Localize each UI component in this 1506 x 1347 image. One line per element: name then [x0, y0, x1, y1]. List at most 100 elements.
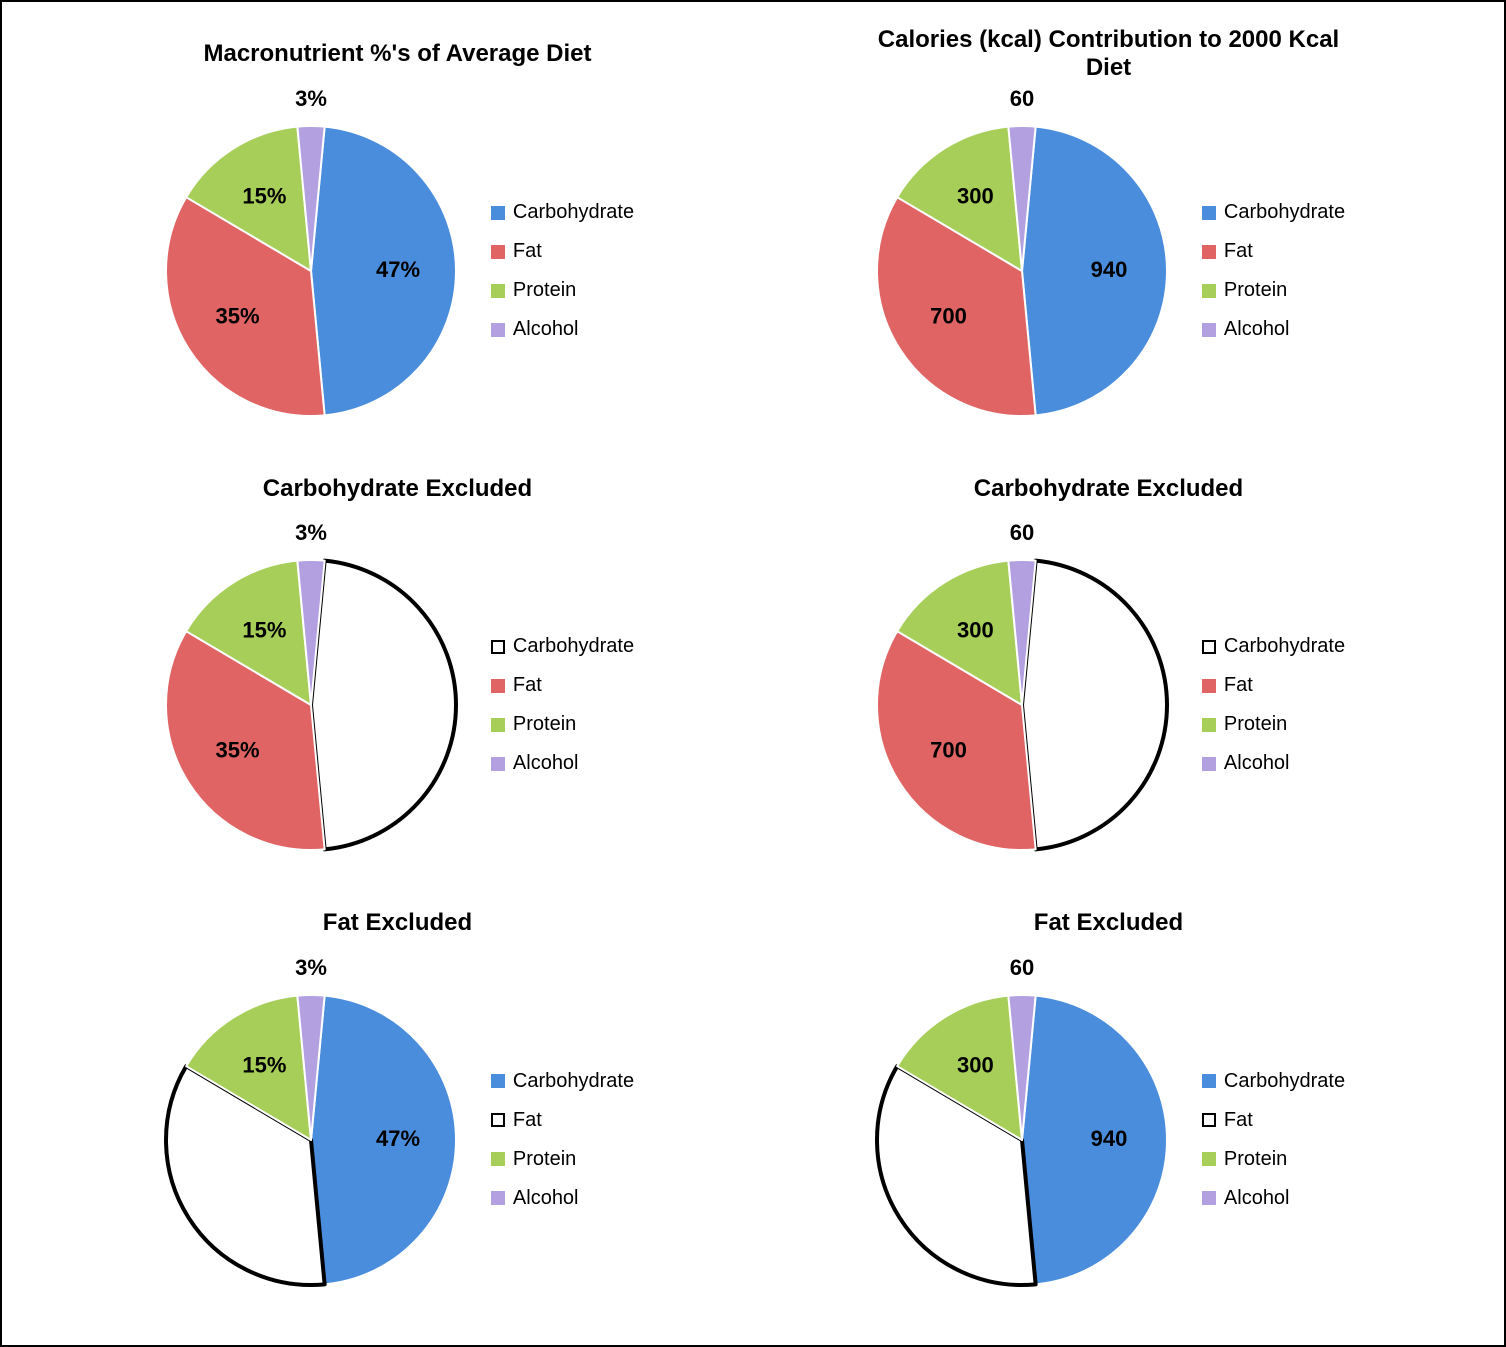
legend-item-protein: Protein — [1202, 1148, 1345, 1171]
pie: 47%15%3% — [161, 990, 461, 1290]
legend-swatch-alcohol — [491, 323, 505, 337]
legend-swatch-carbohydrate — [1202, 640, 1216, 654]
legend-item-carbohydrate: Carbohydrate — [491, 1070, 634, 1093]
slice-label-carbohydrate: 47% — [376, 257, 420, 282]
legend-item-protein: Protein — [1202, 713, 1345, 736]
legend-swatch-fat — [1202, 1113, 1216, 1127]
slice-label-alcohol: 60 — [1010, 520, 1034, 545]
slice-label-alcohol: 60 — [1010, 955, 1034, 980]
chart-title: Calories (kcal) Contribution to 2000 Kca… — [789, 26, 1429, 82]
chart-title: Macronutrient %'s of Average Diet — [78, 26, 718, 82]
legend-swatch-protein — [491, 718, 505, 732]
legend-item-carbohydrate: Carbohydrate — [491, 201, 634, 224]
legend-item-fat: Fat — [491, 240, 634, 263]
legend-label-carbohydrate: Carbohydrate — [1224, 201, 1345, 224]
legend-item-protein: Protein — [491, 713, 634, 736]
legend: Carbohydrate Fat Protein Alcohol — [1202, 201, 1345, 341]
slice-label-protein: 300 — [957, 618, 994, 643]
legend-label-carbohydrate: Carbohydrate — [513, 1070, 634, 1093]
chart-title: Carbohydrate Excluded — [78, 460, 718, 516]
slice-label-protein: 300 — [957, 1052, 994, 1077]
legend-item-carbohydrate: Carbohydrate — [491, 635, 634, 658]
slice-label-protein: 15% — [242, 618, 286, 643]
chart-body: 940 300 60 Carbohydrate Fat Protein Alcohol — [872, 955, 1345, 1325]
pie: 35%15%3% — [161, 555, 461, 855]
legend-label-protein: Protein — [1224, 1148, 1287, 1171]
legend-item-fat: Fat — [1202, 674, 1345, 697]
legend-item-alcohol: Alcohol — [1202, 318, 1345, 341]
legend-label-fat: Fat — [513, 674, 542, 697]
chart-body: 35% 15% 3% Carbohydrate Fat Protein Alcohol — [161, 520, 634, 890]
legend-item-fat: Fat — [491, 674, 634, 697]
legend-label-protein: Protein — [513, 1148, 576, 1171]
legend-item-alcohol: Alcohol — [1202, 1187, 1345, 1210]
legend-label-carbohydrate: Carbohydrate — [1224, 1070, 1345, 1093]
legend-item-alcohol: Alcohol — [1202, 752, 1345, 775]
legend-swatch-fat — [1202, 245, 1216, 259]
legend-item-fat: Fat — [1202, 240, 1345, 263]
legend-label-alcohol: Alcohol — [513, 318, 579, 341]
legend-item-carbohydrate: Carbohydrate — [1202, 635, 1345, 658]
slice-label-carbohydrate: 47% — [376, 1126, 420, 1151]
slice-label-fat: 35% — [215, 738, 259, 763]
legend-item-alcohol: Alcohol — [491, 318, 634, 341]
legend-swatch-carbohydrate — [491, 206, 505, 220]
legend-item-protein: Protein — [1202, 279, 1345, 302]
legend-swatch-carbohydrate — [491, 640, 505, 654]
legend-item-protein: Protein — [491, 279, 634, 302]
legend-swatch-carbohydrate — [1202, 1074, 1216, 1088]
legend-label-fat: Fat — [513, 240, 542, 263]
legend-label-fat: Fat — [1224, 240, 1253, 263]
legend-label-alcohol: Alcohol — [1224, 318, 1290, 341]
chart-percent_full: Macronutrient %'s of Average Diet 47% 35%… — [42, 22, 753, 456]
slice-label-carbohydrate: 940 — [1091, 1126, 1128, 1151]
legend-swatch-alcohol — [1202, 757, 1216, 771]
slice-label-fat: 700 — [930, 738, 967, 763]
pie-slice-carbohydrate — [311, 561, 456, 850]
legend-swatch-alcohol — [491, 757, 505, 771]
legend-swatch-protein — [1202, 718, 1216, 732]
legend-item-fat: Fat — [1202, 1109, 1345, 1132]
legend-item-carbohydrate: Carbohydrate — [1202, 1070, 1345, 1093]
chart-kcal_full: Calories (kcal) Contribution to 2000 Kca… — [753, 22, 1464, 456]
legend-label-alcohol: Alcohol — [1224, 1187, 1290, 1210]
legend-swatch-fat — [491, 1113, 505, 1127]
legend-label-carbohydrate: Carbohydrate — [1224, 635, 1345, 658]
legend-label-alcohol: Alcohol — [513, 1187, 579, 1210]
legend-item-alcohol: Alcohol — [491, 752, 634, 775]
legend-item-fat: Fat — [491, 1109, 634, 1132]
chart-percent_no_carb: Carbohydrate Excluded 35% 15% 3% Carbohydr… — [42, 456, 753, 890]
legend-swatch-protein — [1202, 284, 1216, 298]
legend-label-fat: Fat — [1224, 674, 1253, 697]
legend-label-alcohol: Alcohol — [1224, 752, 1290, 775]
legend-item-protein: Protein — [491, 1148, 634, 1171]
legend-swatch-protein — [491, 284, 505, 298]
legend-label-protein: Protein — [513, 279, 576, 302]
legend-label-fat: Fat — [1224, 1109, 1253, 1132]
slice-label-alcohol: 60 — [1010, 86, 1034, 111]
chart-body: 700 300 60 Carbohydrate Fat Protein Alcohol — [872, 520, 1345, 890]
chart-title: Carbohydrate Excluded — [789, 460, 1429, 516]
slice-label-fat: 35% — [215, 304, 259, 329]
legend-item-alcohol: Alcohol — [491, 1187, 634, 1210]
legend-swatch-alcohol — [1202, 1191, 1216, 1205]
slice-label-protein: 15% — [242, 184, 286, 209]
legend-label-protein: Protein — [1224, 713, 1287, 736]
legend: Carbohydrate Fat Protein Alcohol — [491, 635, 634, 775]
chart-body: 47%35%15%3% CarbohydrateFatProteinAlcoho… — [161, 86, 634, 456]
legend: Carbohydrate Fat Protein Alcohol — [1202, 635, 1345, 775]
legend: Carbohydrate Fat Protein Alcohol — [491, 1070, 634, 1210]
legend-swatch-carbohydrate — [491, 1074, 505, 1088]
chart-title: Fat Excluded — [789, 895, 1429, 951]
pie-slice-carbohydrate — [1022, 561, 1167, 850]
legend-swatch-alcohol — [1202, 323, 1216, 337]
legend-swatch-carbohydrate — [1202, 206, 1216, 220]
pie: 94030060 — [872, 990, 1172, 1290]
slice-label-carbohydrate: 940 — [1091, 257, 1128, 282]
chart-kcal_no_fat: Fat Excluded 940 300 60 Carbohydrate Fat Pro… — [753, 891, 1464, 1325]
chart-grid: Macronutrient %'s of Average Diet 47% 35%… — [0, 0, 1506, 1347]
pie: 94070030060 — [872, 121, 1172, 421]
slice-label-protein: 300 — [957, 184, 994, 209]
legend-swatch-protein — [491, 1152, 505, 1166]
slice-label-alcohol: 3% — [295, 520, 327, 545]
